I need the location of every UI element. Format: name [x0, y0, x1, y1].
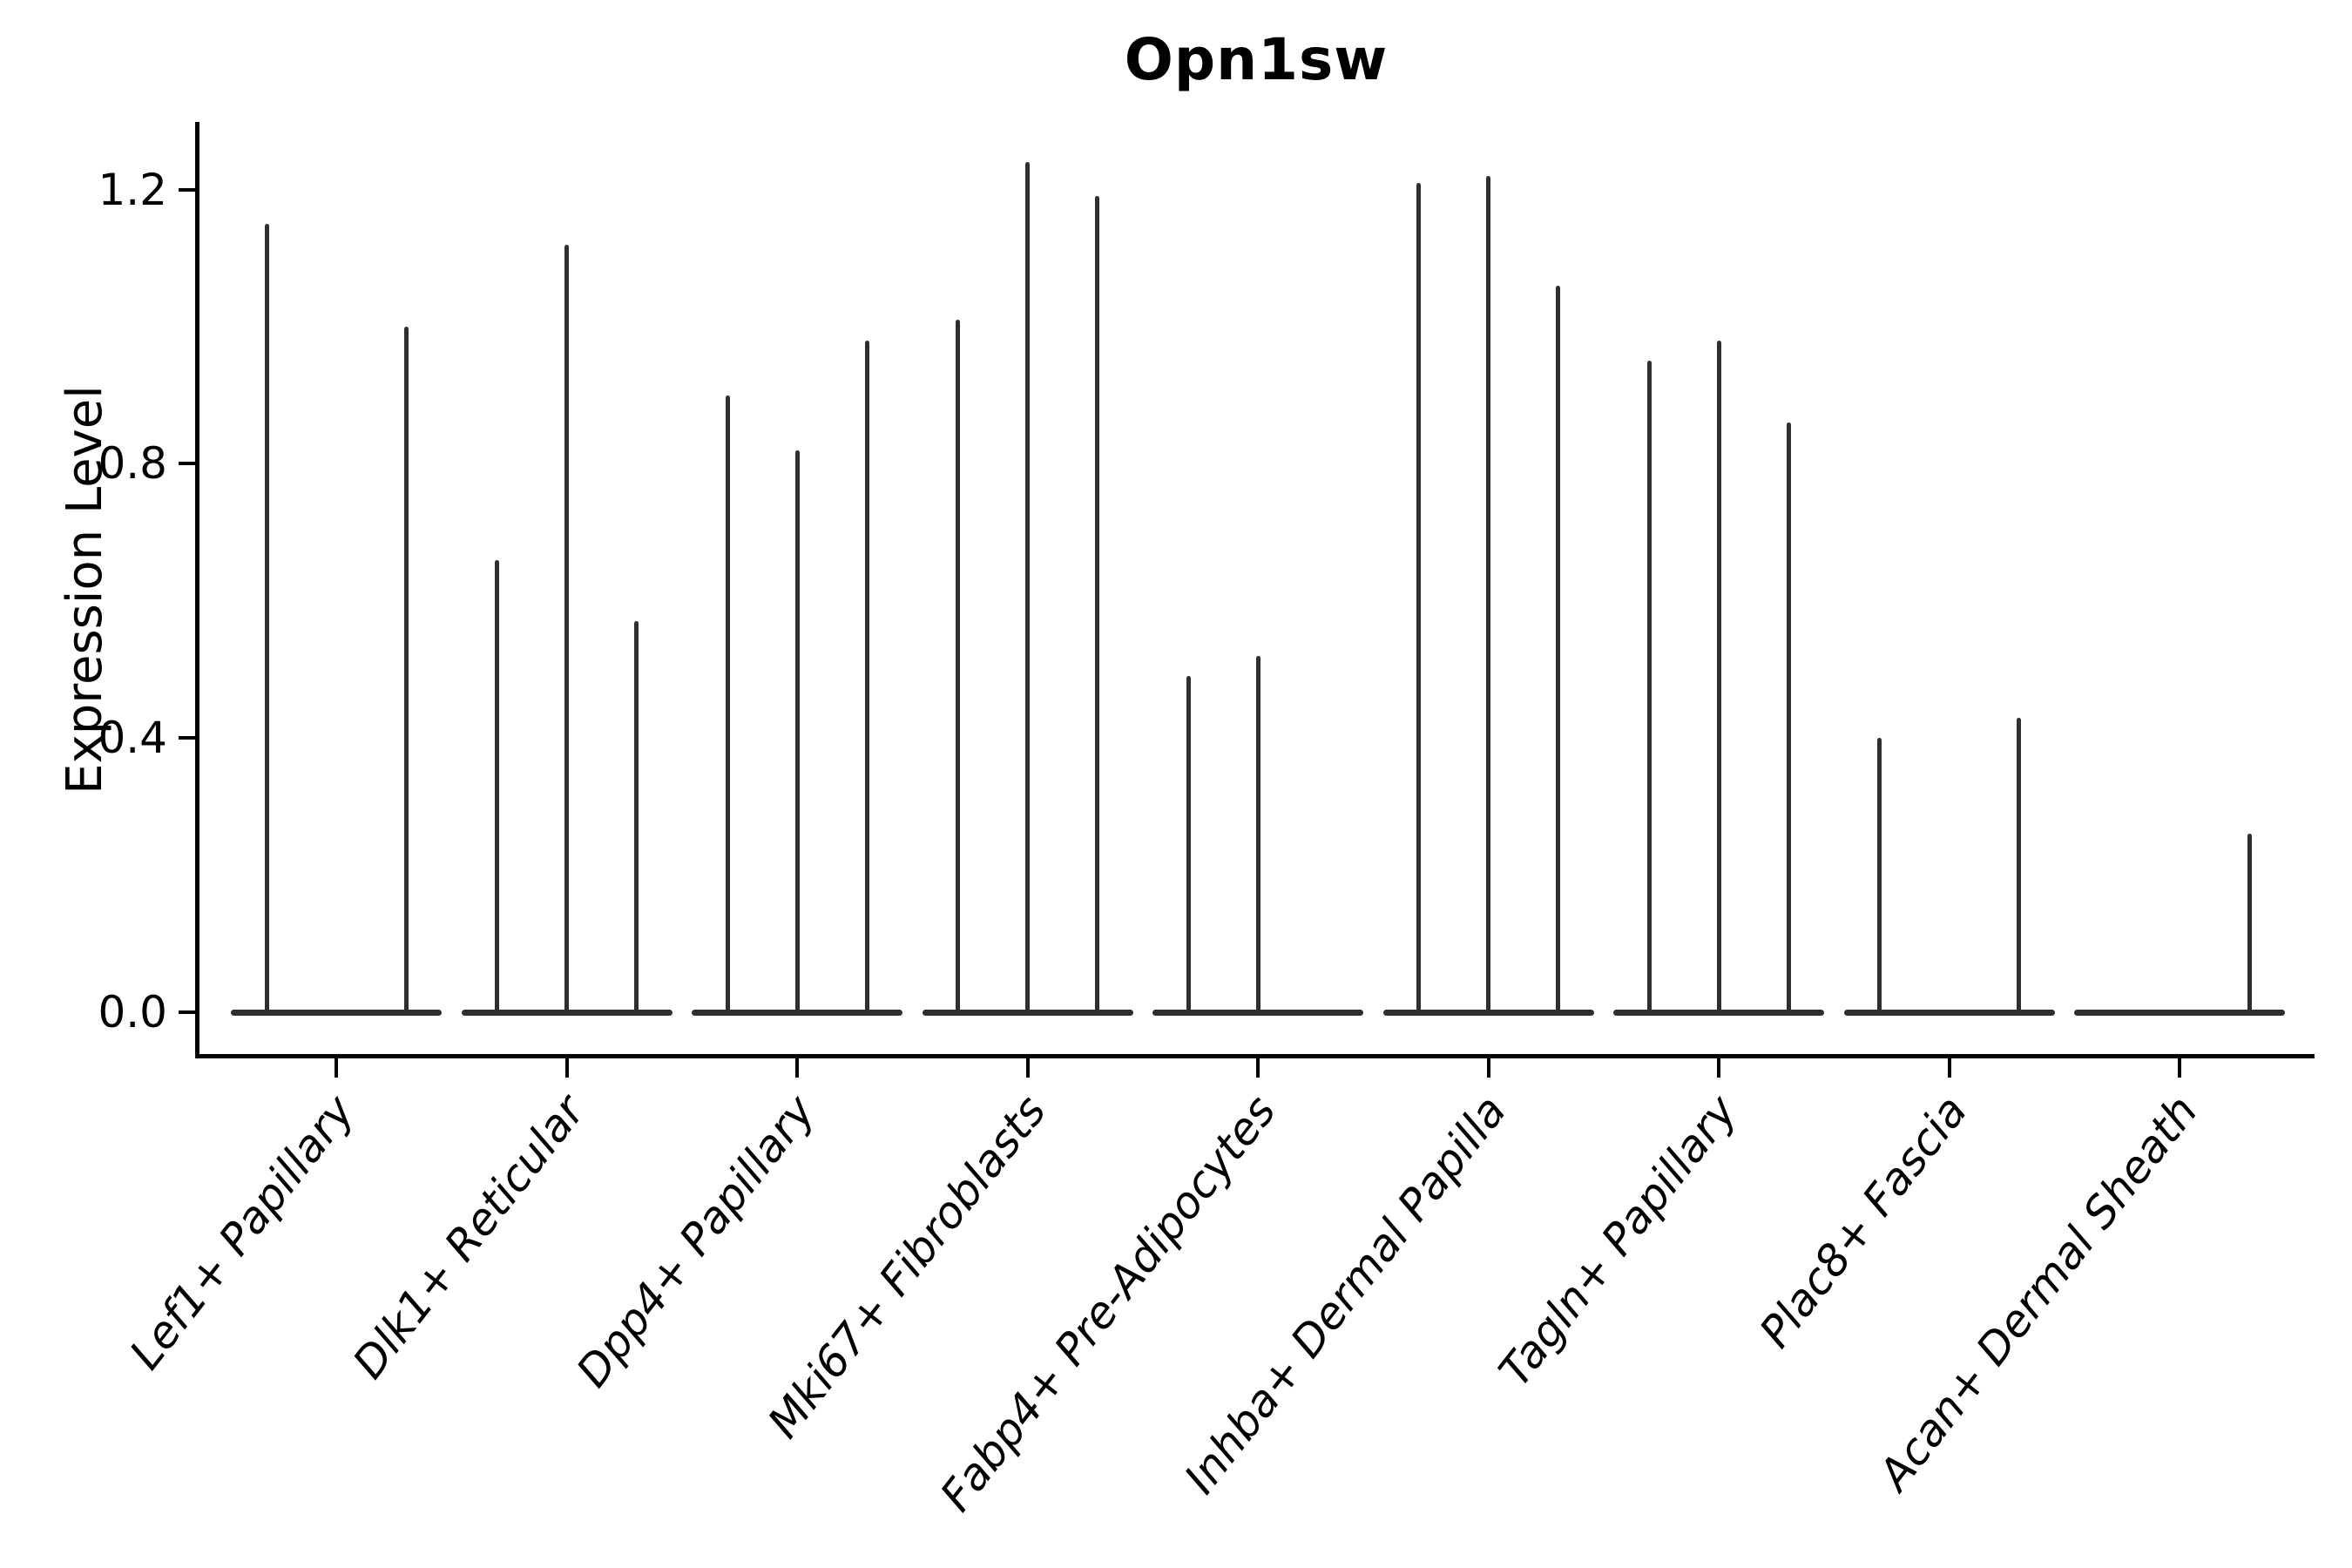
x-tick-label: Dlk1+ Reticular — [343, 1085, 595, 1389]
violin-spike — [1786, 422, 1791, 1015]
violin-spike — [1186, 676, 1191, 1015]
x-tick-label: Tagln+ Papillary — [1489, 1085, 1747, 1396]
y-tick-label: 0.4 — [98, 713, 167, 764]
x-tick-mark — [1025, 1058, 1030, 1078]
violin-spike — [864, 340, 869, 1015]
x-tick-label: Lef1+ Papillary — [119, 1085, 365, 1379]
violin-spike — [2247, 834, 2252, 1015]
y-axis-label: Expression Level — [57, 385, 113, 794]
violin-spike — [1486, 175, 1490, 1015]
chart-title: Opn1sw — [1124, 26, 1389, 93]
y-tick-mark — [179, 736, 196, 740]
violin-spike — [794, 449, 800, 1015]
violin-spike — [1255, 655, 1260, 1015]
x-tick-mark — [1486, 1058, 1490, 1078]
x-tick-label: Plac8+ Fascia — [1749, 1085, 1977, 1357]
y-tick-label: 0.0 — [98, 987, 167, 1037]
x-tick-mark — [2178, 1058, 2181, 1078]
violin-spike — [1095, 196, 1099, 1015]
y-tick-mark — [179, 1010, 196, 1014]
y-tick-label: 0.8 — [98, 438, 167, 490]
y-tick-mark — [179, 462, 196, 466]
x-tick-label: Dpp4+ Papillary — [567, 1085, 826, 1396]
y-tick-label: 1.2 — [98, 164, 167, 215]
violin-spike — [264, 223, 269, 1015]
violin-spike — [2017, 717, 2021, 1015]
violin-spike — [1646, 361, 1652, 1015]
violin-spike — [1025, 162, 1030, 1015]
x-tick-mark — [1256, 1058, 1260, 1078]
violin-spike — [403, 327, 409, 1015]
violin-spike — [495, 559, 499, 1015]
violin-base — [231, 1010, 442, 1016]
x-tick-mark — [1717, 1058, 1720, 1078]
x-tick-mark — [335, 1058, 338, 1078]
violin-spike — [1877, 738, 1882, 1015]
y-tick-mark — [179, 187, 196, 192]
violin-spike — [1716, 340, 1721, 1015]
violin-base — [2074, 1010, 2285, 1016]
x-axis-spine — [195, 1054, 2315, 1058]
violin-spike — [956, 320, 960, 1015]
violin-base — [1843, 1010, 2055, 1016]
x-tick-mark — [564, 1058, 569, 1078]
x-tick-mark — [1947, 1058, 1951, 1078]
violin-spike — [725, 395, 730, 1015]
violin-spike — [564, 244, 569, 1015]
violin-spike — [634, 621, 639, 1015]
violin-spike — [1416, 182, 1421, 1015]
y-axis-spine — [195, 122, 199, 1058]
violin-spike — [1556, 285, 1560, 1015]
x-tick-mark — [795, 1058, 799, 1078]
